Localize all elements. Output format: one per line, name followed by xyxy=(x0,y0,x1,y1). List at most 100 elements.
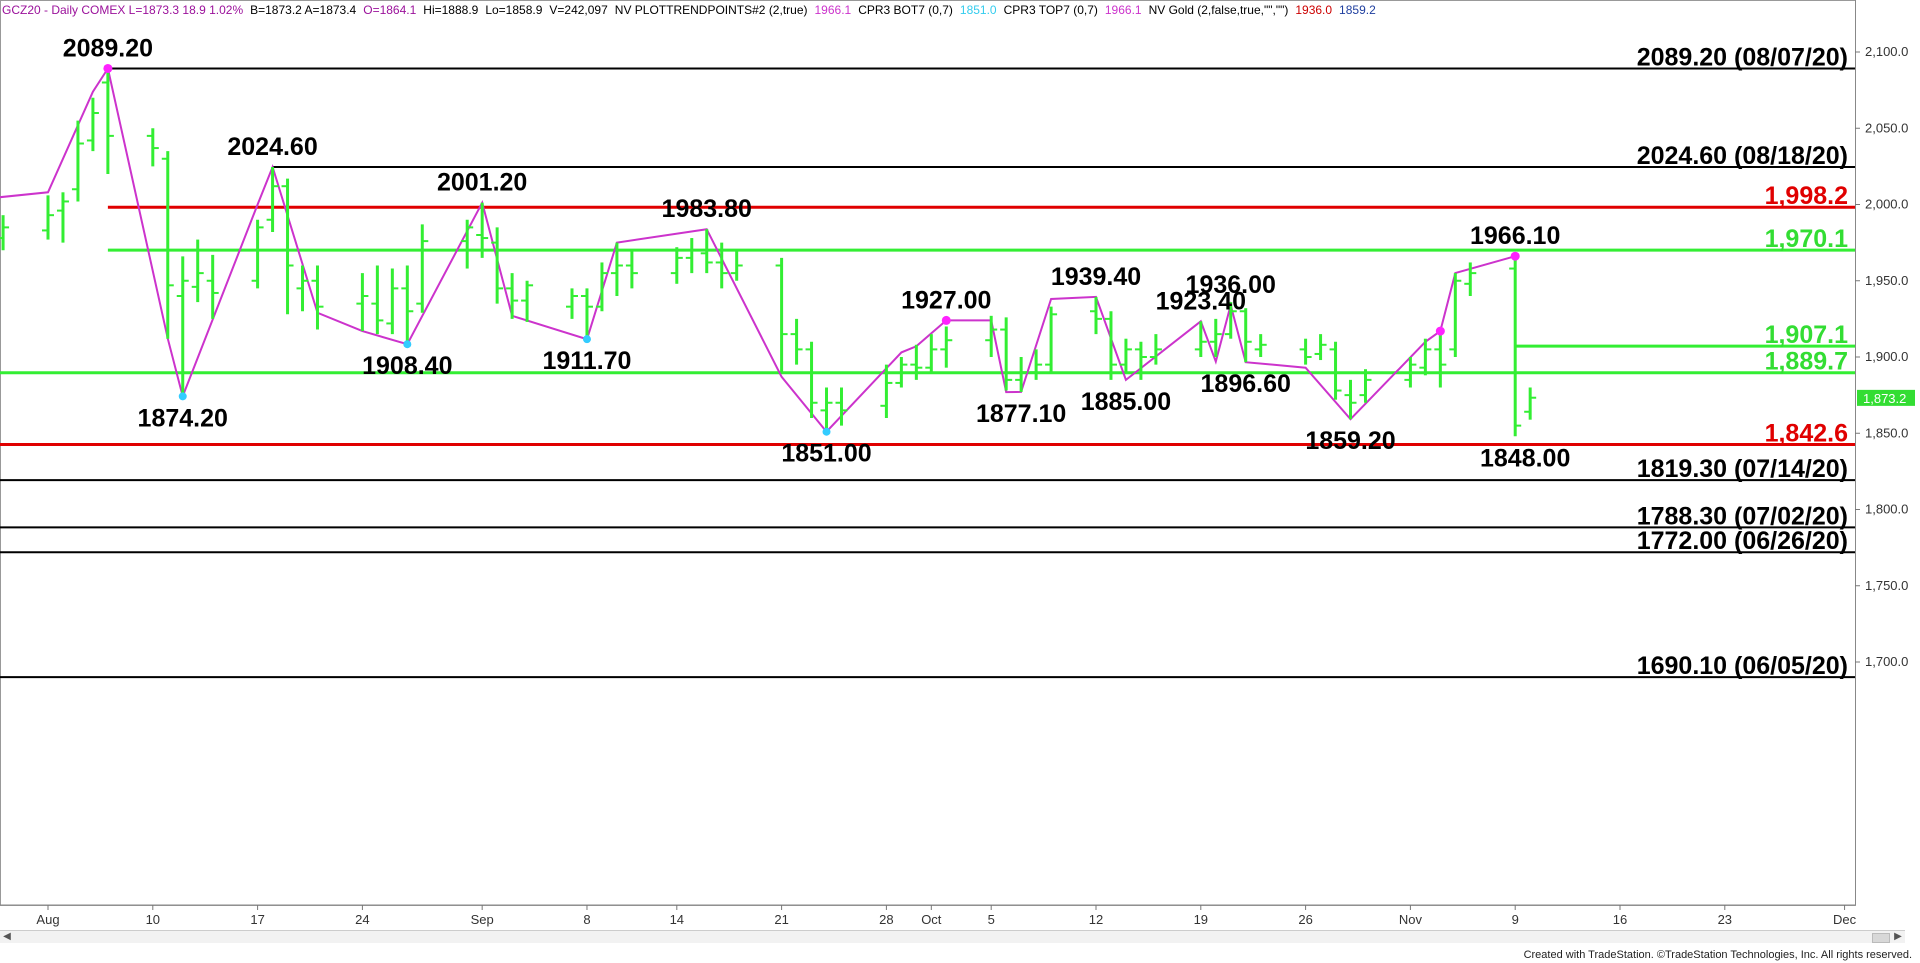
ohlc-bar xyxy=(685,238,698,274)
y-tick-label: 2,000.0 xyxy=(1865,197,1908,212)
ohlc-bar xyxy=(1254,334,1267,357)
scrollbar-thumb[interactable] xyxy=(1872,933,1890,943)
ohlc-bar xyxy=(985,315,998,357)
swing-point-label: 1939.40 xyxy=(1051,263,1141,291)
ohlc-bar xyxy=(1000,317,1013,391)
ohlc-bar xyxy=(42,195,54,240)
x-tick-label: 28 xyxy=(879,912,893,927)
ohlc-bar xyxy=(1015,357,1028,392)
x-tick-label: 5 xyxy=(988,912,995,927)
y-tick-label: 2,050.0 xyxy=(1865,120,1908,135)
swing-point-label: 1983.80 xyxy=(662,195,752,223)
low-label: 1848.00 xyxy=(1480,444,1570,472)
swing-point-label: 1927.00 xyxy=(901,286,991,314)
swing-high-marker xyxy=(941,315,951,325)
ohlc-bar xyxy=(71,120,84,202)
ohlc-bar xyxy=(416,224,429,313)
ohlc-bar xyxy=(161,151,174,339)
header-item: GCZ20 - Daily COMEX L=1873.3 18.9 1.02% xyxy=(2,3,244,17)
header-item: Lo=1858.9 xyxy=(485,3,543,17)
ohlc-bar xyxy=(805,341,818,418)
header-item: O=1864.1 xyxy=(363,3,417,17)
ohlc-bar xyxy=(206,254,219,319)
y-tick-label: 1,800.0 xyxy=(1865,502,1908,517)
header-item: Hi=1888.9 xyxy=(423,3,479,17)
ohlc-bar xyxy=(1359,369,1372,403)
ohlc-bar xyxy=(1104,311,1117,380)
ohlc-bar xyxy=(775,257,788,373)
level-label: 1772.00 (06/26/20) xyxy=(1637,527,1848,555)
x-tick-label: Dec xyxy=(1833,912,1857,927)
ohlc-bar xyxy=(566,288,578,319)
y-tick-label: 2,100.0 xyxy=(1865,44,1908,59)
ohlc-bar xyxy=(311,265,324,330)
ohlc-bar xyxy=(1344,379,1357,420)
ohlc-bar xyxy=(835,387,848,426)
ohlc-bar xyxy=(401,265,414,345)
ohlc-bar xyxy=(700,229,713,274)
ohlc-bar xyxy=(1434,329,1447,388)
x-tick-label: 12 xyxy=(1089,912,1103,927)
ohlc-bar xyxy=(715,242,728,289)
ohlc-bar xyxy=(1090,296,1102,335)
ohlc-bar xyxy=(506,273,519,319)
x-tick-label: 26 xyxy=(1298,912,1312,927)
swing-high-marker xyxy=(103,63,113,73)
ohlc-bar xyxy=(895,357,908,388)
level-label: 2024.60 (08/18/20) xyxy=(1637,142,1848,170)
level-label: 1690.10 (06/05/20) xyxy=(1637,652,1848,680)
level-label: 2089.20 (08/07/20) xyxy=(1637,43,1848,71)
swing-low-marker xyxy=(822,427,831,436)
header-item: 1851.0 xyxy=(959,3,997,17)
ohlc-bar xyxy=(730,250,743,281)
last-price-tag xyxy=(1857,389,1915,406)
x-tick-label: 21 xyxy=(774,912,788,927)
horizontal-scrollbar[interactable]: ◀ ▶ xyxy=(0,930,1905,943)
y-tick-label: 1,850.0 xyxy=(1865,425,1908,440)
ohlc-bar xyxy=(1329,341,1342,400)
ohlc-bar xyxy=(56,192,69,243)
ohlc-bar xyxy=(371,265,384,335)
y-tick-label: 1,950.0 xyxy=(1865,273,1908,288)
x-tick-label: 16 xyxy=(1613,912,1627,927)
swing-point-label: 1851.00 xyxy=(781,440,871,468)
swing-point-label: 1923.40 xyxy=(1156,287,1246,315)
ohlc-bar xyxy=(1419,338,1432,376)
ohlc-bar xyxy=(1134,341,1147,380)
header-item: 1859.2 xyxy=(1339,3,1376,17)
footer-credit: Created with TradeStation. ©TradeStation… xyxy=(1523,949,1912,961)
level-label: 1,889.7 xyxy=(1765,348,1848,376)
ohlc-bar xyxy=(86,97,99,152)
swing-point-label: 2001.20 xyxy=(437,169,527,197)
ohlc-bar xyxy=(940,326,953,368)
scroll-right-arrow-icon[interactable]: ▶ xyxy=(1894,931,1902,942)
ohlc-bar xyxy=(910,344,923,380)
x-tick-label: 24 xyxy=(355,912,369,927)
ohlc-bar xyxy=(1209,318,1222,357)
swing-point-label: 1936.00 xyxy=(1186,271,1276,299)
scroll-left-arrow-icon[interactable]: ◀ xyxy=(3,931,11,942)
ohlc-bar xyxy=(266,166,279,232)
ohlc-bar xyxy=(1149,334,1162,365)
x-tick-label: Oct xyxy=(921,912,942,927)
swing-high-marker xyxy=(1435,326,1445,336)
swing-point-label: 1885.00 xyxy=(1081,388,1171,416)
ohlc-bar xyxy=(0,215,10,251)
x-tick-label: 19 xyxy=(1194,912,1208,927)
level-label: 1788.30 (07/02/20) xyxy=(1637,502,1848,530)
x-tick-label: Nov xyxy=(1399,912,1423,927)
header-item: NV PLOTTRENDPOINTS#2 (2,true) xyxy=(614,3,808,17)
ohlc-bar xyxy=(191,239,204,303)
level-label: 1,907.1 xyxy=(1765,321,1849,349)
ohlc-bar xyxy=(476,202,489,258)
swing-high-marker xyxy=(1510,251,1520,261)
ohlc-bar xyxy=(1045,306,1058,373)
ohlc-bar xyxy=(1449,273,1462,357)
ohlc-bar xyxy=(1314,334,1327,361)
trend-line xyxy=(0,65,1516,434)
ohlc-bar xyxy=(176,256,189,397)
swing-point-label: 2024.60 xyxy=(227,133,317,161)
y-tick-label: 1,700.0 xyxy=(1865,654,1908,669)
